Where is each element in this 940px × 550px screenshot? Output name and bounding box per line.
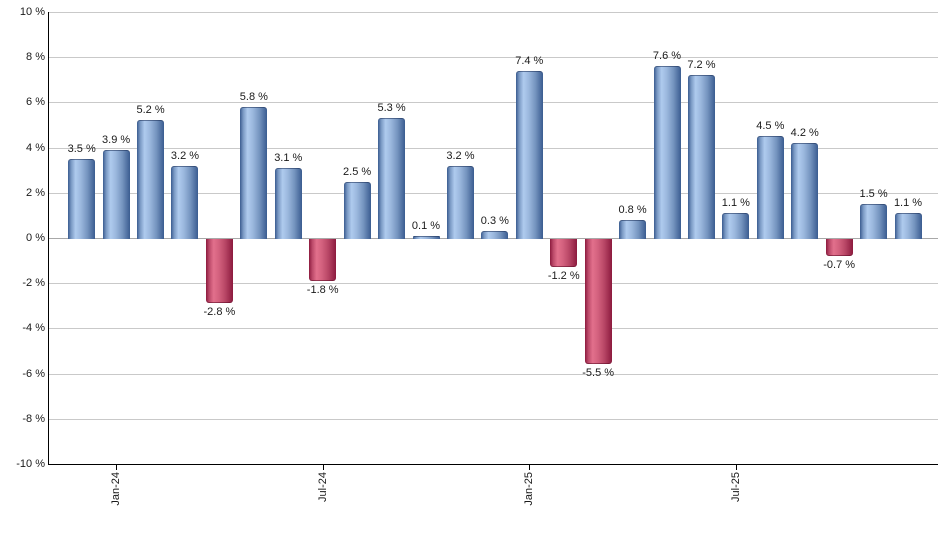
bar [756, 136, 784, 239]
bar [860, 204, 888, 239]
bar-value-label: -1.8 % [306, 283, 339, 296]
bar [722, 213, 750, 239]
bar [171, 165, 199, 239]
bar-value-label: 3.9 % [102, 133, 131, 146]
bar [446, 165, 474, 239]
y-axis-tick-label: -10 % [16, 458, 45, 470]
bar-value-label: -2.8 % [203, 306, 236, 319]
bar [240, 106, 268, 239]
bar-value-label: 0.3 % [480, 215, 509, 228]
x-axis-tick-label: Jul-25 [730, 472, 742, 502]
bar-value-label: 0.1 % [411, 219, 441, 232]
bar [309, 239, 337, 281]
bar-value-label: 5.3 % [377, 102, 406, 115]
bar-value-label: 5.2 % [136, 104, 165, 117]
bar [343, 181, 371, 239]
bar [687, 75, 715, 239]
bar-value-label: 3.5 % [67, 142, 96, 155]
bar-value-label: -1.2 % [547, 270, 580, 283]
bar-value-label: -5.5 % [582, 367, 615, 380]
x-axis-tick-mark [736, 464, 737, 470]
y-axis-line [48, 12, 49, 465]
x-axis-tick-mark [116, 464, 117, 470]
bar [274, 167, 302, 239]
bar-value-label: 1.5 % [859, 188, 888, 201]
bar-value-label: 4.2 % [790, 127, 819, 140]
bar [137, 120, 165, 239]
bar-value-label: 1.1 % [893, 197, 923, 210]
bar-value-label: 5.8 % [239, 90, 268, 103]
y-axis-tick-label: 0 % [26, 232, 45, 244]
bar [378, 118, 406, 239]
gridline [49, 328, 938, 329]
gridline [49, 57, 938, 58]
bar-value-label: 4.5 % [756, 120, 785, 133]
gridline [49, 374, 938, 375]
y-axis-tick-label: 2 % [26, 187, 45, 199]
y-axis-tick-label: -2 % [22, 277, 45, 289]
gridline [49, 193, 938, 194]
x-axis-tick-mark [529, 464, 530, 470]
bar-value-label: 3.2 % [446, 149, 475, 162]
gridline [49, 419, 938, 420]
gridline [49, 102, 938, 103]
x-axis-tick-label: Jan-25 [523, 472, 535, 506]
bar [205, 239, 233, 304]
bar [68, 158, 96, 239]
bar [584, 239, 612, 365]
bar [550, 239, 578, 268]
bar [102, 149, 130, 239]
y-axis-tick-label: -4 % [22, 322, 45, 334]
bar-value-label: -0.7 % [823, 258, 856, 271]
bar [515, 70, 543, 239]
bar [412, 235, 440, 239]
bar-value-label: 0.8 % [618, 203, 647, 216]
bar [653, 66, 681, 239]
y-axis-tick-label: 4 % [26, 142, 45, 154]
bar-value-label: 7.6 % [652, 50, 682, 63]
bar-value-label: 2.5 % [343, 165, 372, 178]
gridline [49, 148, 938, 149]
bar [894, 213, 922, 239]
bar [481, 231, 509, 239]
y-axis-tick-label: 8 % [26, 51, 45, 63]
y-axis-tick-label: -8 % [22, 413, 45, 425]
x-axis-tick-mark [323, 464, 324, 470]
gridline [49, 283, 938, 284]
bar [825, 239, 853, 256]
x-axis-tick-label: Jul-24 [317, 472, 329, 502]
y-axis-tick-label: 10 % [19, 6, 45, 18]
bar-value-label: 3.2 % [170, 149, 200, 162]
x-axis-line [48, 464, 938, 465]
y-axis-tick-label: -6 % [22, 368, 45, 380]
bar [791, 143, 819, 239]
bar-value-label: 1.1 % [721, 197, 750, 210]
bar [619, 219, 647, 239]
bar-value-label: 7.2 % [687, 59, 716, 72]
x-axis-tick-label: Jan-24 [110, 472, 122, 506]
bar-value-label: 3.1 % [274, 151, 303, 164]
y-axis-tick-label: 6 % [26, 96, 45, 108]
bar-value-label: 7.4 % [515, 54, 544, 67]
gridline [49, 12, 938, 13]
